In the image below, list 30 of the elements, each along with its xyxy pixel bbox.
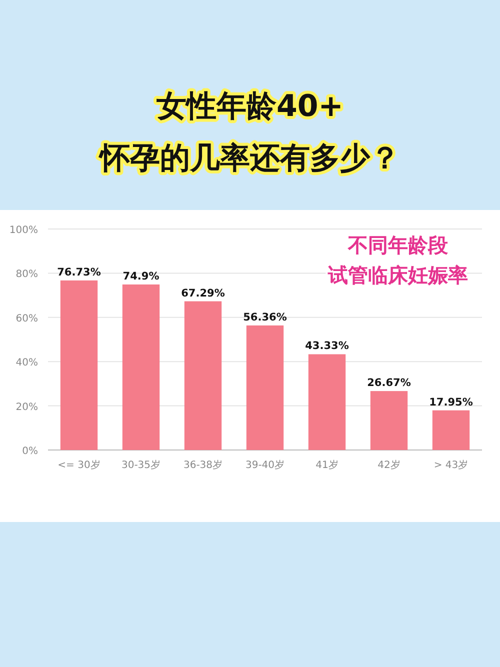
y-tick-label: 80% — [16, 269, 38, 280]
x-tick-label: <= 30岁 — [58, 459, 100, 471]
data-label: 76.73% — [57, 266, 102, 278]
y-tick-label: 100% — [9, 225, 38, 236]
y-tick-label: 20% — [16, 402, 38, 413]
x-tick-label: 36-38岁 — [183, 459, 223, 471]
x-tick-label: > 43岁 — [434, 459, 468, 471]
bar — [122, 284, 160, 450]
bar — [60, 280, 98, 450]
bar — [432, 410, 470, 450]
x-tick-label: 30-35岁 — [121, 459, 161, 471]
data-label: 74.9% — [122, 270, 160, 282]
y-tick-label: 0% — [22, 446, 38, 457]
x-tick-label: 41岁 — [316, 459, 338, 471]
data-label: 17.95% — [429, 396, 474, 408]
chart-title: 女性年龄40+ 怀孕的几率还有多少？ — [98, 89, 400, 176]
data-label: 56.36% — [243, 311, 288, 324]
bar — [370, 391, 408, 450]
y-tick-label: 40% — [16, 358, 38, 369]
x-tick-label: 42岁 — [378, 459, 400, 471]
data-label: 67.29% — [181, 287, 226, 300]
data-label: 26.67% — [367, 377, 412, 390]
annotation: 试管临床妊娠率 — [327, 263, 468, 287]
bar — [246, 325, 284, 450]
bar — [184, 301, 222, 450]
y-tick-label: 60% — [16, 313, 38, 324]
data-label: 43.33% — [305, 340, 350, 352]
bar — [308, 354, 346, 450]
chart-subtitle: 不同年龄段 — [347, 233, 449, 257]
x-tick-label: 39-40岁 — [245, 459, 285, 471]
